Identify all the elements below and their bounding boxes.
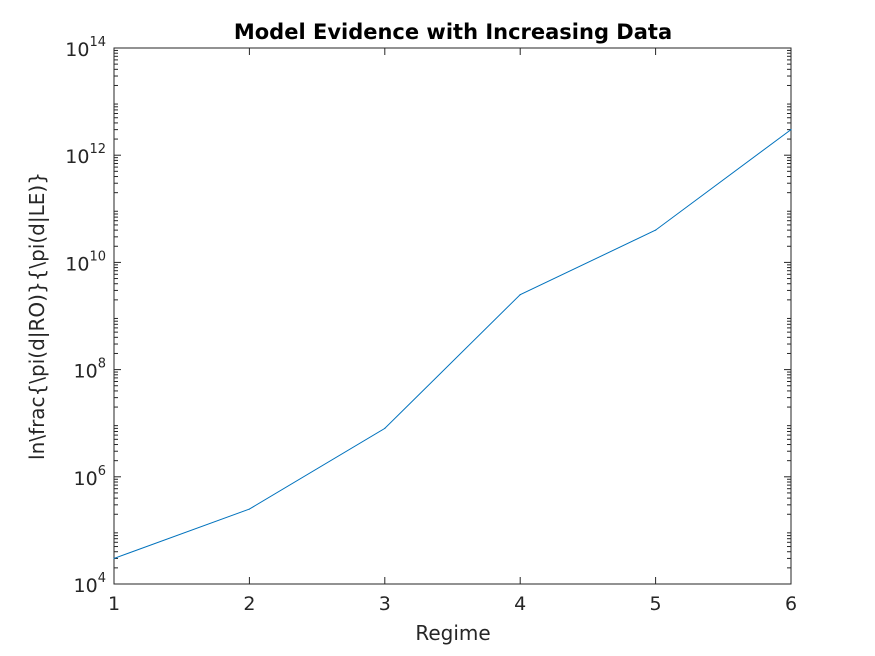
axes-box xyxy=(113,47,792,585)
x-tick-label: 1 xyxy=(108,593,120,615)
y-tick-label: 106 xyxy=(74,464,106,490)
y-tick-label: 104 xyxy=(74,571,106,597)
data-point xyxy=(655,229,657,231)
x-tick-label: 2 xyxy=(243,593,255,615)
x-tick-label: 4 xyxy=(514,593,526,615)
x-tick-label: 6 xyxy=(785,593,797,615)
y-axis-label: ln\frac{\pi(d|RO)}{\pi(d|LE)} xyxy=(25,172,49,460)
x-tick-label: 5 xyxy=(650,593,662,615)
x-axis-label: Regime xyxy=(415,621,490,645)
data-point xyxy=(248,508,250,510)
y-tick-label: 1014 xyxy=(65,35,106,61)
y-tick-label: 1010 xyxy=(65,249,106,275)
y-tick-label: 1012 xyxy=(65,142,106,168)
data-point xyxy=(384,427,386,429)
series-line xyxy=(113,129,792,559)
chart-title: Model Evidence with Increasing Data xyxy=(234,20,672,44)
y-tick-label: 108 xyxy=(74,357,106,383)
data-point xyxy=(790,129,792,131)
x-tick-label: 3 xyxy=(379,593,391,615)
plot-area: 1 2 3 4 5 6 104 106 108 1010 1012 1014 xyxy=(65,35,797,615)
data-point xyxy=(113,557,115,560)
data-point xyxy=(519,294,521,296)
